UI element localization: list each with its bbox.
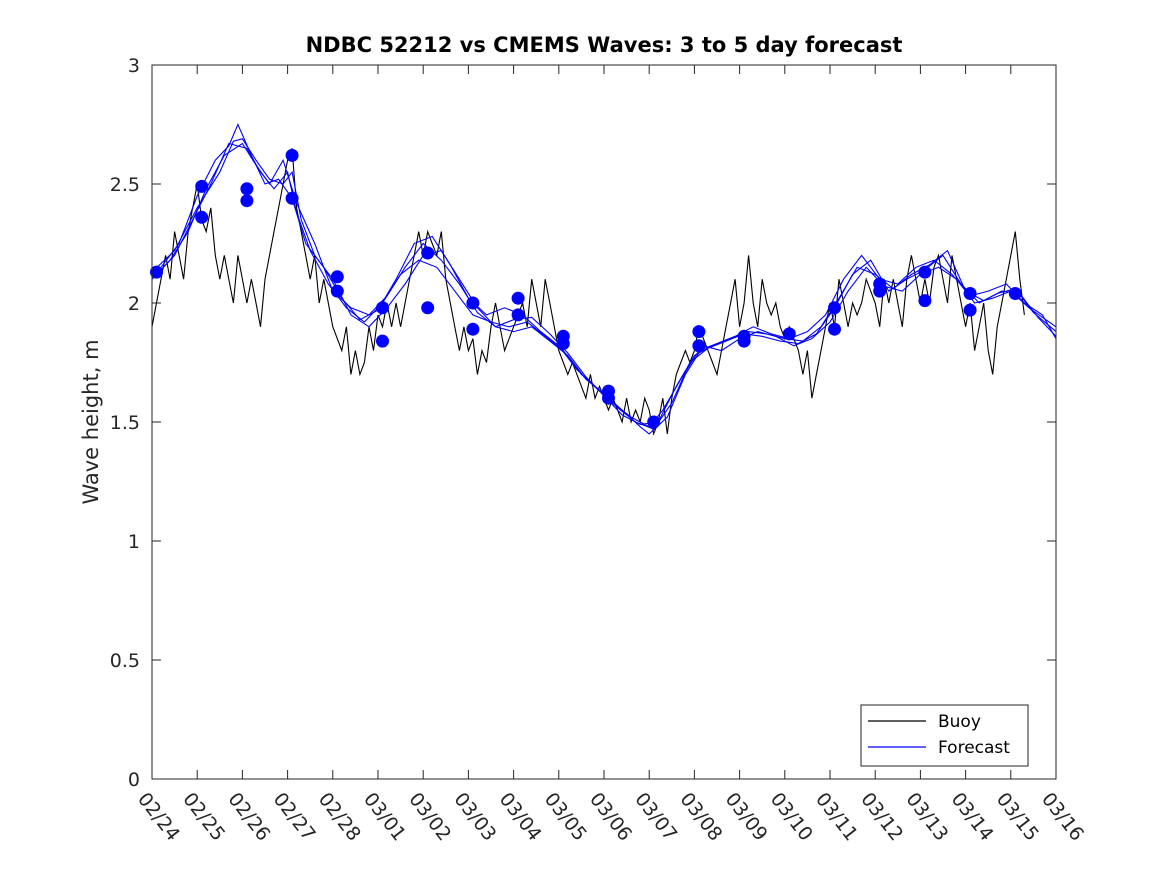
y-tick-label: 3 [128, 55, 140, 77]
forecast-marker [195, 210, 209, 224]
forecast-marker [421, 301, 435, 315]
y-tick-label: 2.5 [110, 174, 140, 196]
legend-box [860, 704, 1029, 767]
y-tick-label: 1 [128, 531, 140, 553]
forecast-marker [376, 301, 389, 315]
forecast-marker [511, 291, 525, 305]
series-line-buoy [151, 148, 1025, 436]
forecast-marker [1008, 287, 1022, 300]
plot-area [152, 65, 1056, 779]
forecast-marker [737, 334, 751, 348]
forecast-marker [918, 294, 932, 308]
forecast-marker [828, 322, 841, 336]
forecast-marker [828, 301, 841, 315]
y-tick-label: 0 [128, 769, 140, 791]
forecast-marker [466, 322, 480, 336]
forecast-line-4 [151, 142, 1057, 425]
forecast-marker [782, 327, 796, 341]
forecast-marker [376, 334, 389, 348]
legend-label-forecast: Forecast [938, 738, 1010, 758]
forecast-marker [963, 287, 977, 300]
forecast-marker [330, 284, 344, 298]
y-tick-label: 2 [128, 293, 140, 315]
forecast-marker [918, 265, 932, 279]
forecast-marker [873, 284, 887, 298]
forecast-marker [466, 296, 480, 310]
forecast-marker [330, 270, 344, 284]
forecast-marker [150, 265, 163, 279]
forecast-marker [240, 194, 254, 208]
forecast-marker [240, 182, 254, 196]
legend: Buoy Forecast [860, 704, 1029, 767]
forecast-marker [692, 325, 706, 339]
forecast-marker [511, 308, 525, 322]
forecast-marker [285, 191, 299, 205]
forecast-marker [963, 303, 977, 317]
forecast-marker [602, 391, 615, 405]
marker-layer [150, 148, 1022, 429]
forecast-marker [421, 246, 435, 260]
y-tick-label: 0.5 [110, 650, 140, 672]
y-tick-label: 1.5 [110, 412, 140, 434]
forecast-marker [692, 339, 706, 353]
forecast-marker [647, 415, 661, 429]
legend-label-buoy: Buoy [938, 712, 981, 732]
forecast-marker [556, 337, 570, 350]
forecast-marker [195, 179, 209, 193]
y-axis-label: Wave height, m [79, 339, 103, 504]
forecast-marker [285, 148, 299, 162]
chart-title: NDBC 52212 vs CMEMS Waves: 3 to 5 day fo… [306, 33, 903, 57]
y-axis: 0 0.5 1 1.5 2 2.5 3 [110, 55, 1056, 791]
